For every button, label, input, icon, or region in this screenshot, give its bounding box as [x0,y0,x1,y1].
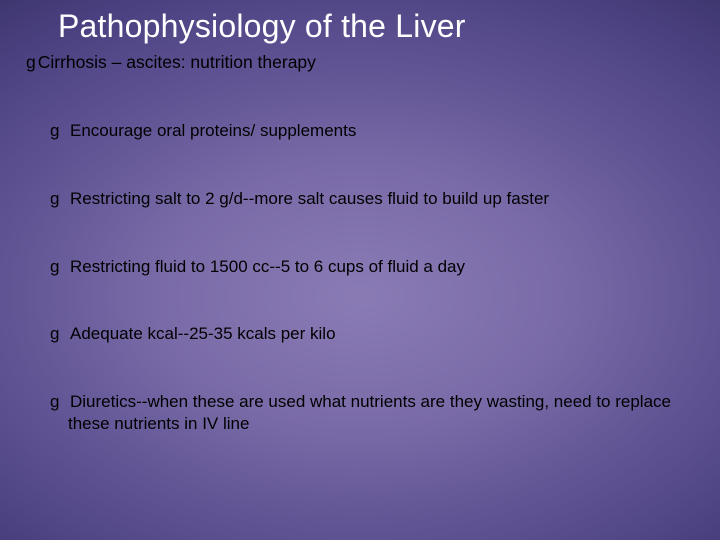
item-text: Restricting fluid to 1500 cc--5 to 6 cup… [70,257,465,276]
bullet-icon: g [26,52,36,73]
item-text: Encourage oral proteins/ supplements [70,121,356,140]
list-item: gAdequate kcal--25-35 kcals per kilo [50,323,680,345]
list-item: gRestricting salt to 2 g/d--more salt ca… [50,188,680,210]
bullet-icon: g [50,120,68,142]
list-item: gEncourage oral proteins/ supplements [50,120,680,142]
item-text: Diuretics--when these are used what nutr… [68,392,671,433]
slide-title: Pathophysiology of the Liver [58,8,466,45]
subtitle-text: Cirrhosis – ascites: nutrition therapy [38,52,316,72]
slide-subtitle: gCirrhosis – ascites: nutrition therapy [26,52,316,73]
list-item: gRestricting fluid to 1500 cc--5 to 6 cu… [50,256,680,278]
bullet-icon: g [50,323,68,345]
bullet-icon: g [50,256,68,278]
bullet-icon: g [50,391,68,413]
bullet-icon: g [50,188,68,210]
item-text: Adequate kcal--25-35 kcals per kilo [70,324,336,343]
slide: Pathophysiology of the Liver gCirrhosis … [0,0,720,540]
list-item: gDiuretics--when these are used what nut… [50,391,680,435]
item-text: Restricting salt to 2 g/d--more salt cau… [70,189,549,208]
content-area: gEncourage oral proteins/ supplements gR… [50,120,680,435]
